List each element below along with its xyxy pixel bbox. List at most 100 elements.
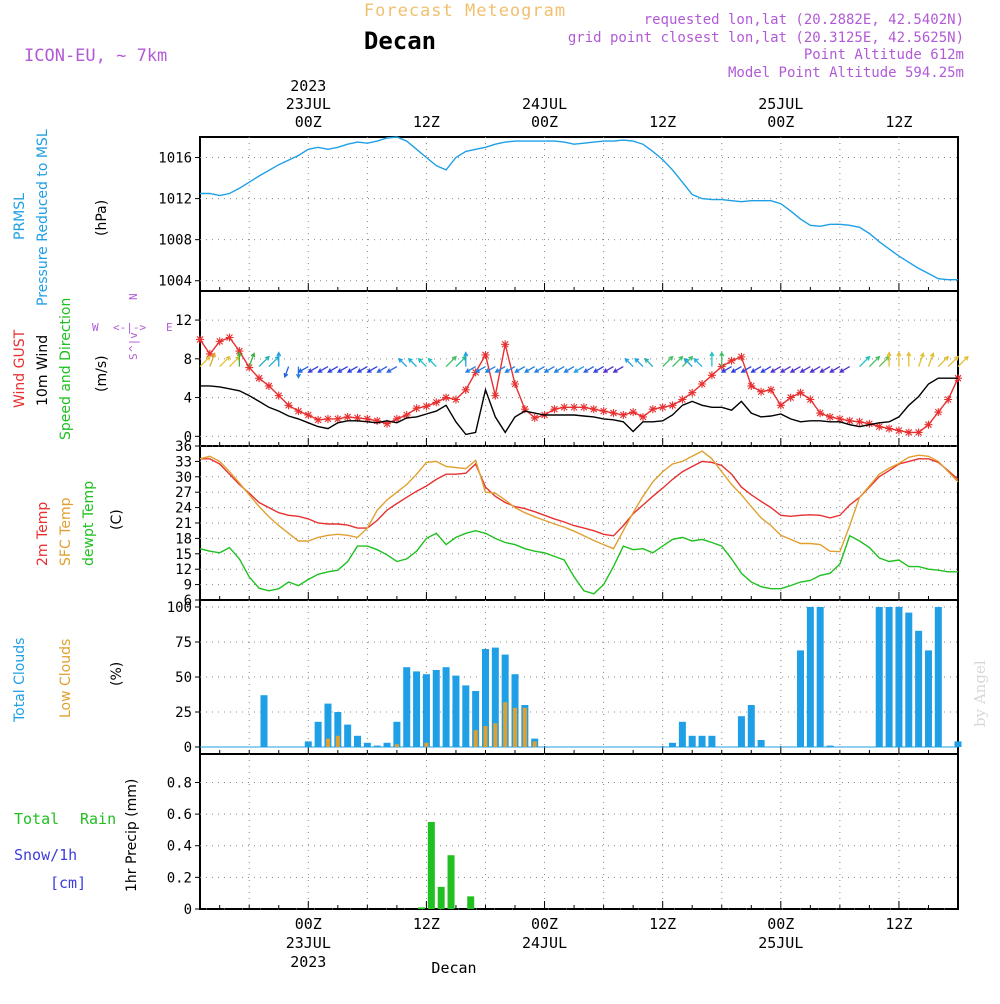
- gust-marker: [481, 350, 490, 359]
- gust-marker: [629, 408, 638, 417]
- wind-arrow: [770, 366, 782, 373]
- y-tick-label: 1016: [158, 151, 192, 167]
- total-clouds-bar: [708, 735, 716, 747]
- cloud-label-low: Low Clouds: [58, 639, 74, 718]
- total-clouds-bar: [481, 649, 489, 747]
- wind-arrow: [927, 352, 935, 367]
- wind-arrow: [886, 351, 892, 367]
- wind-arrow: [386, 366, 398, 373]
- total-clouds-bar: [688, 735, 696, 747]
- gust-marker: [865, 419, 874, 428]
- wind-arrow: [730, 366, 742, 373]
- wind-arrow: [276, 351, 282, 367]
- gust-marker: [766, 385, 775, 394]
- bottom-time-label: 00Z: [767, 915, 794, 933]
- compass-w: W: [92, 321, 99, 334]
- pressure-frame: [199, 136, 959, 292]
- wind-arrow: [283, 366, 290, 379]
- total-clouds-bar: [422, 674, 430, 747]
- gridpoint-coords: grid point closest lon,lat (20.3125E, 42…: [568, 30, 964, 46]
- wind-arrow: [918, 352, 925, 367]
- y-tick-label: 25: [175, 705, 192, 721]
- gust-marker: [412, 404, 421, 413]
- precip-frame: [199, 753, 959, 910]
- top-year-label: 2023: [290, 77, 326, 95]
- total-clouds-bar: [885, 607, 893, 747]
- low-clouds-bar: [532, 741, 537, 747]
- y-tick-label: 30: [175, 470, 192, 486]
- wind-arrow: [199, 355, 211, 368]
- wind-arrow: [297, 366, 309, 373]
- total-rain-series: [417, 822, 475, 909]
- gust-marker: [806, 395, 815, 404]
- low-clouds-bar: [394, 744, 399, 747]
- dewpt-temp-series: [199, 529, 958, 595]
- gust-marker: [255, 374, 264, 383]
- gust-marker: [205, 349, 214, 358]
- wind-arrow: [662, 355, 674, 368]
- wind-arrow: [624, 357, 634, 368]
- y-tick-label: 1004: [158, 274, 192, 290]
- y-tick-label: 4: [184, 391, 192, 407]
- top-time-label: 12Z: [649, 113, 676, 131]
- wind-arrow: [553, 366, 565, 373]
- gust-marker: [196, 335, 204, 344]
- wind-gust-line: [199, 336, 959, 434]
- y-tick-label: 12: [175, 313, 192, 329]
- wind-arrow: [809, 366, 821, 373]
- gust-marker: [284, 401, 293, 410]
- wind-arrow: [583, 366, 595, 373]
- gust-marker: [432, 398, 441, 407]
- top-time-label: 12Z: [413, 113, 440, 131]
- wind-arrow: [612, 366, 624, 373]
- temp-label-sfc: SFC Temp: [58, 497, 74, 566]
- gust-marker: [520, 405, 529, 414]
- gust-marker: [816, 409, 825, 418]
- wind-arrow: [236, 351, 242, 367]
- gust-marker: [638, 412, 647, 421]
- wind-arrow: [336, 366, 348, 373]
- gust-marker: [225, 333, 234, 342]
- y-tick-label: 33: [175, 454, 192, 470]
- gust-marker: [688, 388, 697, 397]
- gust-marker: [855, 417, 864, 426]
- wind-arrow: [494, 366, 506, 373]
- gust-marker: [323, 414, 332, 423]
- top-time-label: 00Z: [531, 113, 558, 131]
- wind-gust-series: [196, 333, 962, 437]
- total-clouds-bar: [304, 741, 312, 747]
- gust-marker: [648, 405, 657, 414]
- total-clouds-bar: [462, 685, 470, 747]
- wind-panel: 0 4 8 12: [175, 290, 969, 447]
- wind-arrow: [750, 366, 762, 373]
- gust-marker: [944, 395, 953, 404]
- total-clouds-bar: [260, 695, 268, 747]
- wind-arrow: [719, 351, 725, 367]
- gust-marker: [737, 352, 746, 361]
- temp-labels: 2m Temp SFC Temp dewpt Temp (C): [35, 481, 125, 566]
- wind-label-speeddir: Speed and Direction: [58, 298, 74, 440]
- wind-arrow: [407, 357, 418, 368]
- low-clouds-bar: [483, 726, 488, 747]
- precip-panel: 0 0.2 0.4 0.6 0.8: [167, 753, 959, 918]
- wind-arrow: [427, 357, 437, 368]
- total-rain-bar: [427, 822, 435, 909]
- wind-arrow: [464, 366, 476, 373]
- total-clouds-bar: [472, 691, 480, 747]
- compass-v-arrow: ^|v: [127, 332, 140, 352]
- wind-arrow: [307, 366, 319, 373]
- gust-marker: [274, 391, 283, 400]
- watermark: by Angel: [971, 660, 989, 727]
- total-clouds-bar: [806, 607, 814, 747]
- total-clouds-bar: [403, 667, 411, 747]
- low-clouds-series: [325, 702, 537, 747]
- y-tick-label: 0.8: [167, 775, 192, 791]
- gust-marker: [501, 340, 510, 349]
- gust-marker: [579, 403, 588, 412]
- model-label: ICON-EU, ~ 7km: [24, 46, 167, 66]
- total-clouds-bar: [669, 742, 677, 747]
- pressure-label-2: Pressure Reduced to MSL: [35, 129, 51, 306]
- wind-arrow: [376, 366, 388, 373]
- temp-label-dewpt: dewpt Temp: [81, 481, 97, 566]
